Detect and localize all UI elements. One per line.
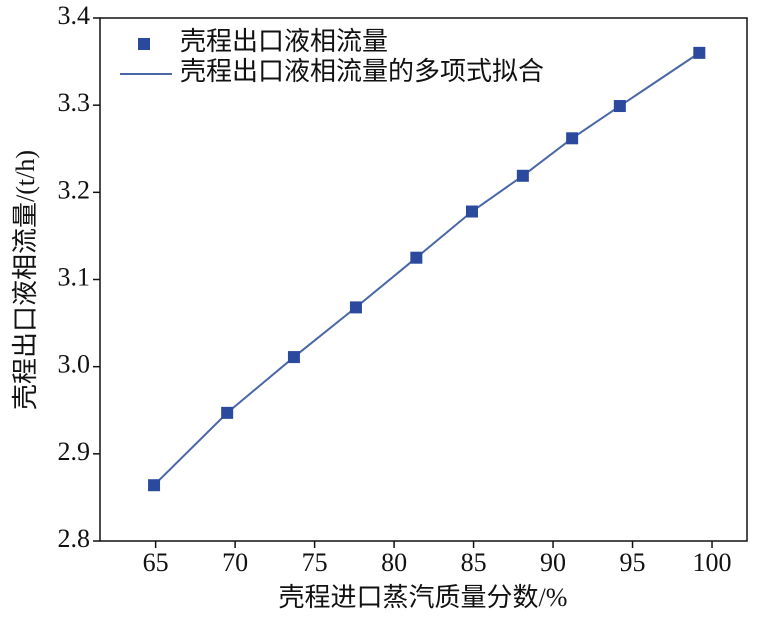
data-point bbox=[516, 169, 529, 182]
y-tick-label: 3.2 bbox=[58, 175, 91, 204]
data-point bbox=[287, 351, 300, 364]
y-tick-label: 3.3 bbox=[58, 88, 91, 117]
y-axis-label: 壳程出口液相流量/(t/h) bbox=[11, 150, 40, 410]
y-tick-label: 2.8 bbox=[58, 524, 91, 553]
data-point bbox=[613, 100, 626, 113]
legend-label: 壳程出口液相流量 bbox=[180, 27, 388, 56]
y-tick-label: 3.0 bbox=[58, 350, 91, 379]
data-point bbox=[148, 479, 161, 492]
y-tick-label: 2.9 bbox=[58, 437, 91, 466]
x-tick-label: 95 bbox=[620, 548, 646, 577]
x-tick-label: 65 bbox=[143, 548, 169, 577]
y-tick-label: 3.4 bbox=[58, 1, 91, 30]
x-tick-label: 75 bbox=[302, 548, 328, 577]
x-tick-label: 90 bbox=[540, 548, 566, 577]
x-tick-label: 85 bbox=[461, 548, 487, 577]
data-point bbox=[693, 46, 706, 59]
x-axis-label: 壳程进口蒸汽质量分数/% bbox=[279, 583, 568, 612]
data-point bbox=[410, 251, 423, 264]
x-tick-label: 100 bbox=[693, 548, 732, 577]
x-tick-label: 70 bbox=[222, 548, 248, 577]
data-point bbox=[465, 205, 478, 218]
fit-line bbox=[153, 52, 700, 486]
legend-swatch bbox=[138, 38, 150, 50]
plot-frame bbox=[99, 17, 748, 542]
data-point bbox=[349, 301, 362, 314]
y-tick-label: 3.1 bbox=[58, 262, 91, 291]
data-point bbox=[566, 132, 579, 145]
legend-label: 壳程出口液相流量的多项式拟合 bbox=[180, 57, 544, 86]
x-tick-label: 80 bbox=[381, 548, 407, 577]
data-point bbox=[221, 406, 234, 419]
